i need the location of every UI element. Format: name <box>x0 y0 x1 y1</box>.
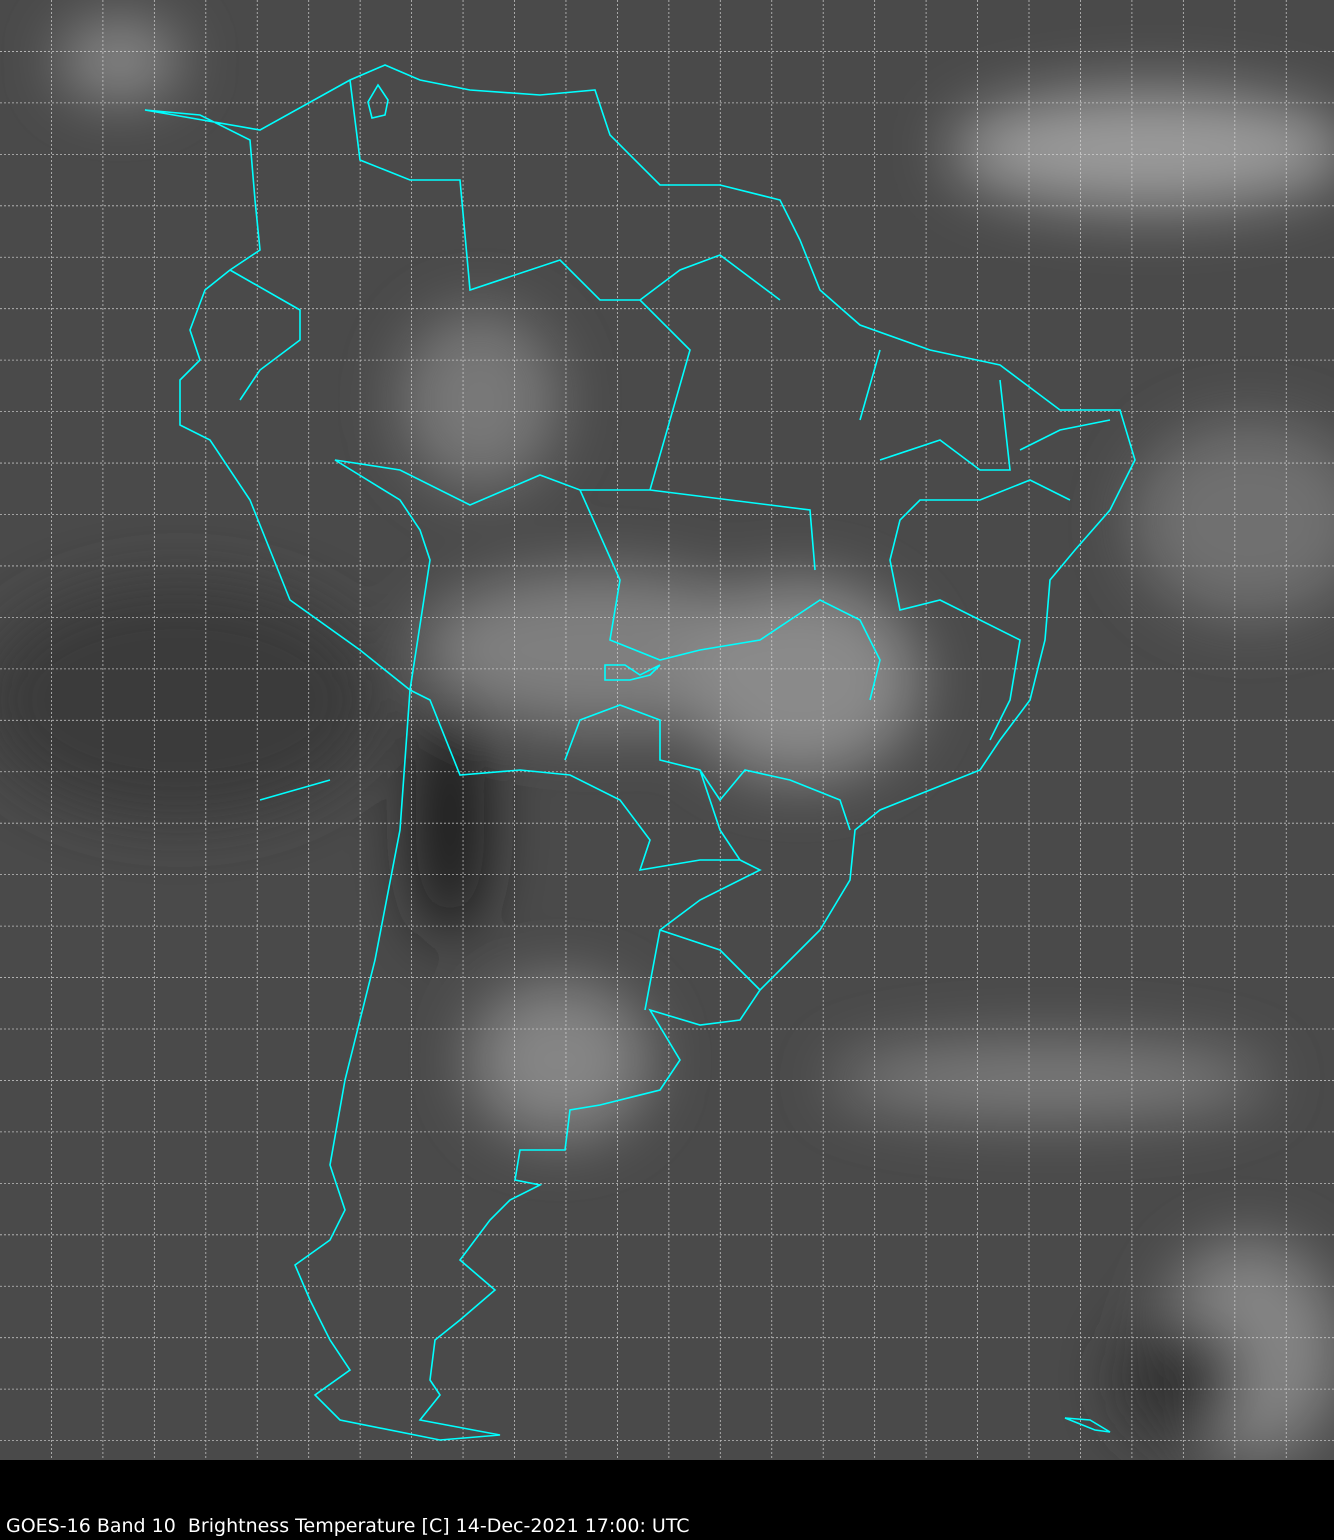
south-america-coastline <box>144 64 1136 1441</box>
country-boundaries <box>144 64 1136 1441</box>
lat-lon-grid <box>0 0 1334 1460</box>
cloud-field <box>0 20 1334 1460</box>
falkland-islands <box>604 664 661 681</box>
image-caption: GOES-16 Band 10 Brightness Temperature [… <box>6 1515 690 1537</box>
lake-maracaibo <box>367 83 389 119</box>
internal-borders <box>229 79 1111 1011</box>
south-georgia <box>1064 1417 1111 1433</box>
satellite-map <box>0 0 1334 1460</box>
